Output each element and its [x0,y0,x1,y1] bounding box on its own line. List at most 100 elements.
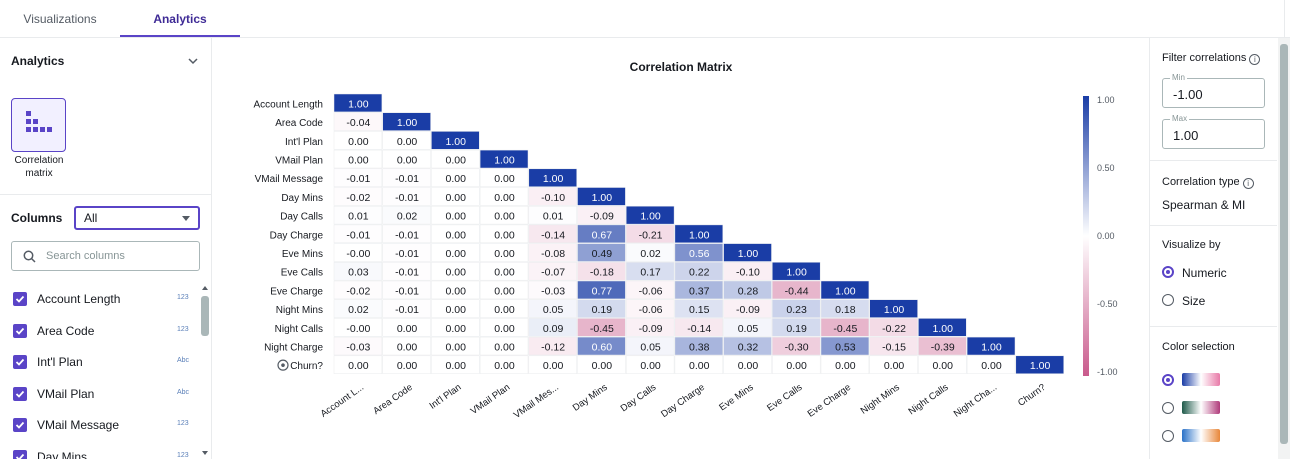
cell-value-label: -0.01 [395,173,419,185]
heatmap-cell [869,299,918,318]
right-panel-scrollbar[interactable] [1278,38,1290,459]
columns-filter-select[interactable]: All [74,206,200,230]
checkbox[interactable] [13,449,27,459]
radio-color-scheme-2[interactable] [1162,402,1174,414]
heatmap-cell [431,355,480,374]
heatmap-cell [723,262,772,281]
heatmap-cell [723,299,772,318]
heatmap-cell [820,336,870,356]
cell-value-label: 0.28 [738,285,759,297]
scroll-down-arrow-icon[interactable] [202,451,208,455]
heatmap-cell [333,280,383,300]
heatmap-cell [577,243,626,262]
radio-size[interactable] [1162,294,1174,306]
heatmap-cell [625,205,675,225]
visualize-by-label: Visualize by [1162,239,1221,251]
cell-value-label: 0.00 [933,360,954,372]
cell-value-label: -0.03 [541,285,565,297]
column-name: VMail Message [37,418,120,432]
cell-value-label: 0.01 [543,211,564,223]
cell-value-label: -0.01 [395,192,419,204]
info-icon[interactable]: i [1242,178,1254,189]
column-list-item[interactable]: Area Code 123 [13,322,193,342]
radio-size-label[interactable]: Size [1182,294,1206,308]
cell-value-label: -0.08 [541,248,565,260]
cell-value-label: 0.00 [981,360,1002,372]
column-list-item[interactable]: VMail Plan Abc [13,385,193,405]
chevron-down-icon[interactable] [187,55,199,67]
radio-color-scheme-3[interactable] [1162,430,1174,442]
checkmark-icon [15,453,25,459]
right-panel-scroll-thumb[interactable] [1280,44,1288,444]
color-scheme-2-swatch[interactable] [1182,401,1220,414]
analytics-section-title: Analytics [11,54,65,68]
max-field[interactable]: Max 1.00 [1162,114,1265,149]
min-field[interactable]: Min -1.00 [1162,73,1265,108]
max-legend: Max [1170,114,1190,123]
cell-value-label: 0.00 [446,285,467,297]
search-columns-input[interactable]: Search columns [11,241,200,271]
column-list-item[interactable]: Account Length 123 [13,290,193,310]
tab-visualizations[interactable]: Visualizations [23,12,97,26]
heatmap-cell [528,299,577,318]
divider [1150,326,1277,327]
search-icon [23,250,36,263]
checkbox[interactable] [13,292,27,306]
heatmap-cell [528,318,577,337]
heatmap-cell [479,262,529,281]
column-list-item[interactable]: Int'l Plan Abc [13,353,193,373]
heatmap-cell [528,280,577,300]
color-scheme-1-swatch[interactable] [1182,373,1220,386]
heatmap-cell [820,280,870,300]
heatmap-cell [820,355,870,374]
column-list-item[interactable]: VMail Message 123 [13,416,193,436]
column-name: Day Mins [37,449,88,459]
checkbox[interactable] [13,355,27,369]
max-value: 1.00 [1173,128,1199,143]
heatmap-cell [723,355,772,374]
correlation-matrix-tile[interactable] [11,98,66,152]
column-list-scroll-thumb[interactable] [201,296,209,336]
left-panel: Analytics Correlation matrix Columns All [0,38,212,459]
heatmap-cell [918,318,967,337]
row-label: Night Calls [275,324,323,335]
cell-value-label: 1.00 [689,229,710,241]
scroll-up-arrow-icon[interactable] [202,286,208,290]
cell-value-label: -0.10 [541,192,565,204]
cell-value-label: -0.01 [395,229,419,241]
heatmap-cell [723,318,772,337]
heatmap-cell [869,318,918,337]
radio-numeric[interactable] [1162,266,1174,278]
cell-value-label: 1.00 [348,98,369,110]
cell-value-label: -0.44 [785,285,809,297]
active-tab-indicator [120,35,240,37]
radio-numeric-label[interactable]: Numeric [1182,266,1227,280]
heatmap-cell [333,187,383,206]
correlation-type-label: Correlation type i [1162,176,1254,189]
cell-value-label: 0.22 [689,267,710,279]
column-label: Eve Mins [717,382,756,414]
cell-value-label: -0.21 [639,229,663,241]
checkbox[interactable] [13,323,27,338]
checkbox[interactable] [13,418,27,432]
column-list-item[interactable]: Day Mins 123 [13,448,193,459]
heatmap-cell [382,205,431,225]
cell-value-label: 0.18 [835,304,856,316]
heatmap-cell [674,336,724,356]
cell-value-label: 1.00 [543,173,564,185]
cell-value-label: 0.00 [397,136,418,148]
row-label: VMail Message [255,174,324,185]
tab-analytics[interactable]: Analytics [153,12,207,26]
divider [0,194,211,195]
heatmap-cell [333,131,383,150]
cell-value-label: 0.02 [640,248,661,260]
cell-value-label: 0.00 [689,360,710,372]
checkbox[interactable] [13,386,27,401]
heatmap-cell [479,299,529,318]
radio-color-scheme-1[interactable] [1162,374,1174,386]
cell-value-label: -0.15 [882,341,906,353]
heatmap-cell [723,243,772,262]
info-icon[interactable]: i [1249,54,1261,65]
cell-value-label: -0.01 [346,229,370,241]
color-scheme-3-swatch[interactable] [1182,429,1220,442]
